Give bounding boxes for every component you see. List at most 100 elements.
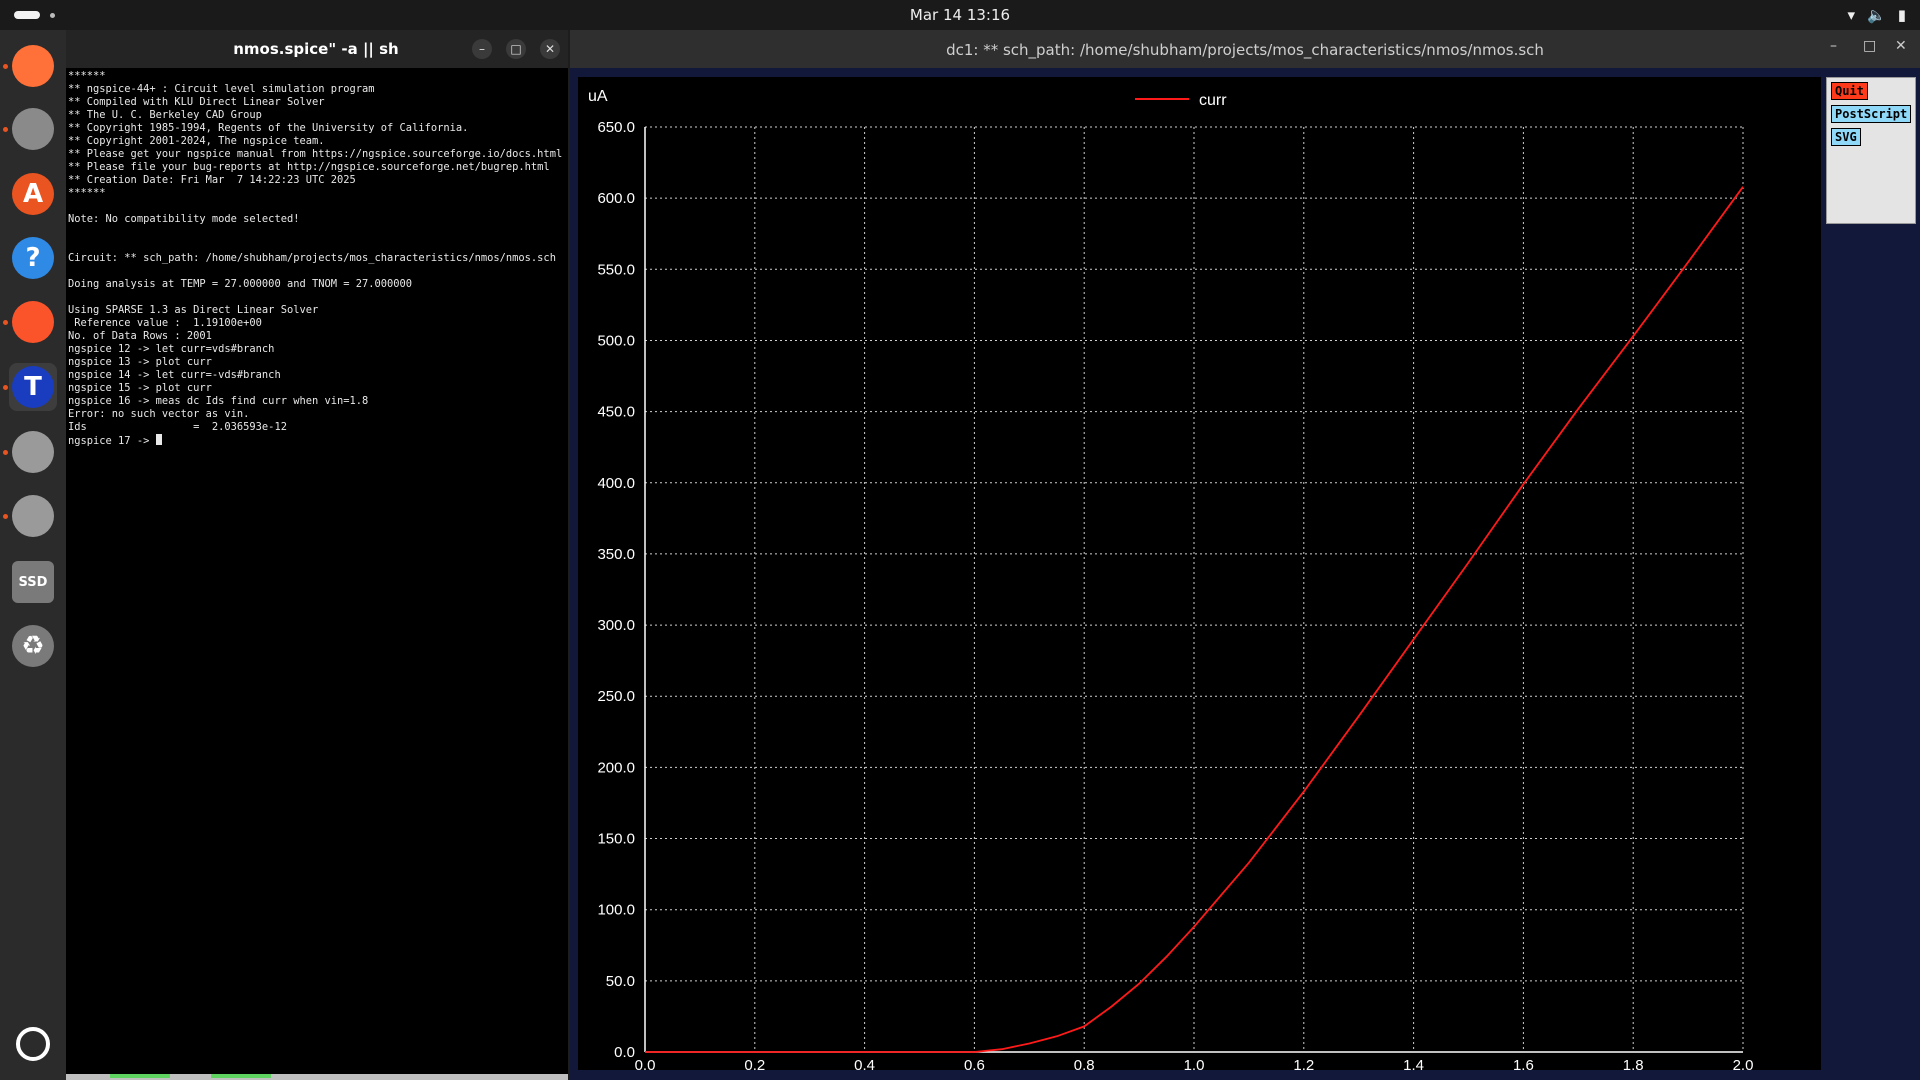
plot-button-panel: Quit PostScript SVG	[1826, 77, 1916, 224]
legend-label: curr	[1199, 92, 1227, 109]
svg-button[interactable]: SVG	[1831, 128, 1861, 146]
dock-settings-2[interactable]	[9, 492, 57, 540]
terminal-line: ** Copyright 1985-1994, Regents of the U…	[68, 122, 469, 134]
terminal-line: ** The U. C. Berkeley CAD Group	[68, 109, 262, 121]
y-tick-label: 150.0	[597, 831, 635, 848]
terminal-line: Circuit: ** sch_path: /home/shubham/proj…	[68, 252, 556, 264]
status-segment	[110, 1074, 170, 1078]
quit-button[interactable]: Quit	[1831, 82, 1868, 100]
terminal-title: nmos.spice" -a || sh	[233, 40, 399, 58]
terminal-output[interactable]: ****** ** ngspice-44+ : Circuit level sim…	[68, 70, 564, 1070]
close-icon[interactable]: ✕	[540, 39, 560, 59]
plot-titlebar[interactable]: dc1: ** sch_path: /home/shubham/projects…	[570, 30, 1920, 68]
minimize-icon[interactable]: –	[472, 39, 492, 59]
activities-button[interactable]	[14, 11, 55, 19]
terminal-window[interactable]: nmos.spice" -a || sh – □ ✕ ****** ** ngsp…	[66, 30, 568, 1080]
maximize-icon[interactable]: □	[506, 39, 526, 59]
y-tick-label: 250.0	[597, 688, 635, 705]
terminal-line: Doing analysis at TEMP = 27.000000 and T…	[68, 278, 413, 290]
terminal-cursor	[155, 434, 162, 445]
y-tick-label: 100.0	[597, 902, 635, 919]
battery-icon: ▮	[1897, 6, 1906, 24]
x-tick-label: 0.8	[1074, 1057, 1095, 1070]
wifi-icon: ▾	[1847, 6, 1856, 24]
terminal-titlebar[interactable]: nmos.spice" -a || sh – □ ✕	[66, 30, 568, 68]
dock-xschem[interactable]: T	[9, 363, 57, 411]
brave-icon	[12, 301, 54, 343]
close-icon[interactable]: ✕	[1895, 38, 1907, 54]
dock-app-center[interactable]: A	[9, 170, 57, 218]
terminal-line: ******	[68, 187, 106, 199]
minimize-icon[interactable]: –	[1830, 38, 1837, 54]
y-tick-label: 50.0	[606, 973, 635, 990]
dock-ssd-drive[interactable]: SSD	[9, 558, 57, 606]
top-bar: Mar 14 13:16 ▾ 🔈 ▮	[0, 0, 1920, 30]
app-center-icon: A	[12, 173, 54, 215]
y-tick-label: 450.0	[597, 404, 635, 421]
dock-settings[interactable]	[9, 428, 57, 476]
x-tick-label: 1.2	[1293, 1057, 1314, 1070]
terminal-line: No. of Data Rows : 2001	[68, 330, 212, 342]
terminal-line: ** Copyright 2001-2024, The ngspice team…	[68, 135, 325, 147]
help-icon: ?	[12, 237, 54, 279]
y-tick-label: 300.0	[597, 617, 635, 634]
y-tick-label: 550.0	[597, 261, 635, 278]
x-tick-label: 0.2	[744, 1057, 765, 1070]
terminal-line: ngspice 14 -> let curr=-vds#branch	[68, 369, 281, 381]
dock-firefox[interactable]	[9, 42, 57, 90]
dock-trash[interactable]: ♻	[9, 622, 57, 670]
running-indicator	[3, 514, 8, 519]
terminal-statusbar	[66, 1074, 568, 1080]
terminal-line: Note: No compatibility mode selected!	[68, 213, 300, 225]
plot-window[interactable]: dc1: ** sch_path: /home/shubham/projects…	[570, 30, 1920, 1080]
dock-brave[interactable]	[9, 298, 57, 346]
clock[interactable]: Mar 14 13:16	[909, 6, 1011, 24]
terminal-line: Using SPARSE 1.3 as Direct Linear Solver	[68, 304, 319, 316]
plot-svg: 0.0 0.2 0.4 0.6 0.8 1.0 1.2 1.4 1.6 1.8 2.0 0.0 50.0…	[588, 88, 1754, 1070]
running-indicator	[3, 320, 8, 325]
maximize-icon[interactable]: □	[1863, 38, 1877, 54]
running-indicator	[3, 450, 8, 455]
terminal-line: ** Compiled with KLU Direct Linear Solve…	[68, 96, 325, 108]
y-tick-label: 500.0	[597, 332, 635, 349]
settings-2-icon	[12, 495, 54, 537]
dock-help[interactable]: ?	[9, 234, 57, 282]
settings-icon	[12, 431, 54, 473]
plot-title: dc1: ** sch_path: /home/shubham/projects…	[946, 41, 1544, 59]
terminal-line: ngspice 13 -> plot curr	[68, 356, 212, 368]
trash-icon: ♻	[12, 625, 54, 667]
postscript-button[interactable]: PostScript	[1831, 105, 1912, 123]
terminal-line: ngspice 16 -> meas dc Ids find curr when…	[68, 395, 369, 407]
terminal-line: ** Creation Date: Fri Mar 7 14:22:23 UTC…	[68, 174, 356, 186]
dock-files[interactable]	[9, 105, 57, 153]
terminal-prompt-line[interactable]: ngspice 17 ->	[68, 434, 564, 448]
terminal-line	[68, 291, 564, 304]
terminal-line: ngspice 15 -> plot curr	[68, 382, 212, 394]
terminal-line: ** ngspice-44+ : Circuit level simulatio…	[68, 83, 375, 95]
xschem-icon: T	[12, 366, 54, 408]
y-tick-label: 350.0	[597, 546, 635, 563]
terminal-prompt: ngspice 17 ->	[68, 435, 156, 447]
x-tick-label: 1.0	[1184, 1057, 1205, 1070]
terminal-line: Error: no such vector as vin.	[68, 408, 250, 420]
y-tick-label: 0.0	[614, 1044, 635, 1061]
x-tick-label: 1.8	[1623, 1057, 1644, 1070]
running-indicator	[3, 385, 8, 390]
x-tick-label: 0.4	[854, 1057, 875, 1070]
show-apps-button[interactable]	[9, 1020, 57, 1068]
firefox-icon	[12, 45, 54, 87]
x-tick-label: 2.0	[1733, 1057, 1754, 1070]
status-segment	[211, 1074, 271, 1078]
plot-area[interactable]: 0.0 0.2 0.4 0.6 0.8 1.0 1.2 1.4 1.6 1.8 2.0 0.0 50.0…	[578, 77, 1821, 1070]
terminal-line: ngspice 12 -> let curr=vds#branch	[68, 343, 275, 355]
dock: A? T SSD ♻	[0, 30, 66, 1080]
x-tick-label: 0.0	[635, 1057, 656, 1070]
terminal-line: ******	[68, 70, 106, 82]
y-axis-label: uA	[588, 88, 608, 105]
terminal-line: Ids = 2.036593e-12	[68, 421, 287, 433]
terminal-line	[68, 239, 564, 252]
y-tick-label: 650.0	[597, 119, 635, 136]
running-indicator	[3, 127, 8, 132]
volume-icon: 🔈	[1867, 6, 1886, 24]
system-tray[interactable]: ▾ 🔈 ▮	[1848, 6, 1906, 24]
